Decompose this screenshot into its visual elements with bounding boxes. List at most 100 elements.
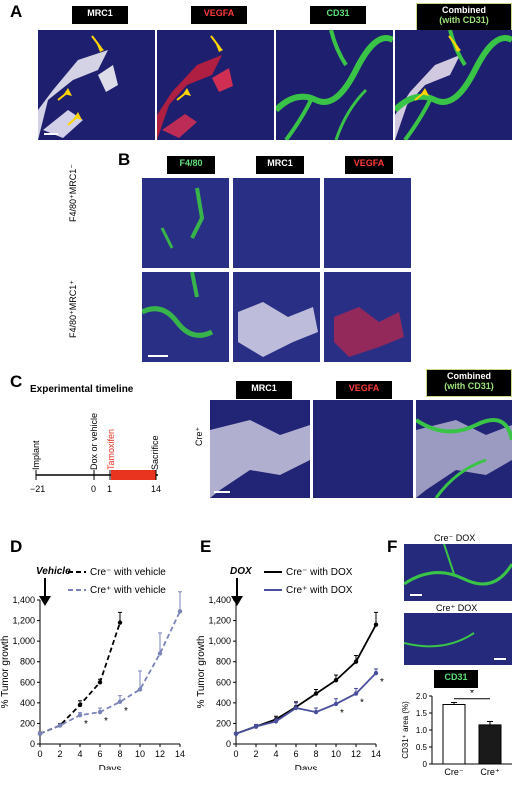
data-point (57, 723, 63, 728)
x-tick-label: 2 (57, 749, 62, 759)
micrograph-c-mrc1 (210, 400, 310, 498)
data-point (97, 709, 103, 715)
y-tick-label: 2.0 (416, 692, 428, 701)
data-point (313, 709, 319, 715)
significance-star: * (104, 716, 108, 727)
x-tick-label: 14 (175, 749, 185, 759)
micrograph-b-vegfa-r2 (324, 272, 411, 362)
label-b-f480: F4/80 (167, 156, 215, 174)
data-point (233, 731, 239, 736)
x-tick-label: 4 (77, 749, 82, 759)
label-f-cre-plus: Cre⁺ DOX (436, 603, 478, 613)
data-point (293, 705, 299, 711)
micrograph-f-cre-minus (404, 544, 512, 601)
micrograph-b-f480-r2 (142, 272, 229, 362)
y-tick-label: 1.5 (416, 709, 428, 718)
panel-letter-b: B (118, 150, 131, 169)
x-tick-label: 12 (351, 749, 361, 759)
tick-label-1: 1 (107, 484, 113, 494)
x-tick-label: 0 (37, 749, 42, 759)
x-tick-label: Cre⁻ (444, 767, 464, 777)
micrograph-f-cre-plus (404, 613, 512, 665)
label-vegfa: VEGFA (191, 6, 247, 24)
label-mrc1: MRC1 (72, 6, 128, 24)
significance-star: * (470, 690, 475, 700)
data-point (333, 678, 339, 683)
micrograph-b-vegfa-r1 (324, 178, 411, 268)
row-label-b1: F4/80⁺MRC1⁻ (68, 163, 78, 222)
label-cd31: CD31 (310, 6, 366, 24)
tick-label-14: 14 (151, 484, 162, 494)
y-axis-label: CD31⁺ area (%) (401, 701, 410, 759)
label-with-cd31: (with CD31) (439, 15, 489, 25)
y-tick-label: 1,400 (12, 595, 35, 605)
panel-letter-c: C (10, 372, 23, 391)
tamoxifen-bar (111, 470, 156, 480)
label-combined: Combined (442, 5, 486, 15)
y-tick-label: 1,000 (12, 636, 35, 646)
y-tick-label: 400 (20, 698, 35, 708)
label-c-mrc1: MRC1 (236, 381, 292, 399)
y-tick-label: 1,200 (208, 616, 231, 626)
x-tick-label: 4 (273, 749, 278, 759)
arrow-icon-d (39, 578, 51, 606)
x-tick-label: 6 (97, 749, 102, 759)
data-point (333, 701, 339, 707)
micrograph-a-combined (395, 30, 512, 140)
tick-label-0: 0 (91, 484, 97, 494)
significance-star: * (84, 719, 88, 730)
y-axis-label: % Tumor growth (196, 636, 207, 709)
label-c-vegfa: VEGFA (336, 381, 392, 399)
arrow-label-e: DOX (230, 566, 252, 577)
y-tick-label: 0 (30, 739, 35, 749)
x-axis-label: Days (295, 764, 318, 770)
micrograph-b-mrc1-r1 (233, 178, 320, 268)
chart-f: 0 0.5 1.0 1.5 2.0 CD31⁺ area (%) Cre⁻ Cre⁺ * (401, 690, 512, 777)
micrograph-b-mrc1-r2 (233, 272, 320, 362)
bar (442, 704, 466, 765)
micrograph-b-f480-r1 (142, 178, 229, 268)
panel-letter-f: F (387, 537, 398, 556)
x-axis-label: Days (99, 764, 122, 770)
micrograph-a-vegfa (157, 30, 274, 140)
data-point (117, 620, 123, 625)
data-point (77, 702, 83, 708)
micrograph-a-cd31 (276, 30, 393, 140)
timeline-title: Experimental timeline (30, 384, 134, 395)
x-tick-label: 0 (233, 749, 238, 759)
row-label-c: Cre⁺ (194, 426, 204, 446)
significance-star: * (360, 698, 364, 709)
significance-star: * (124, 706, 128, 717)
label-b-vegfa: VEGFA (345, 156, 393, 174)
bar (478, 724, 502, 765)
label-c-with-cd31: (with CD31) (444, 381, 494, 391)
x-tick-label: 6 (293, 749, 298, 759)
data-point (273, 719, 279, 724)
data-point (373, 622, 379, 627)
legend-label: Cre⁺ with DOX (286, 585, 353, 596)
y-tick-label: 400 (216, 698, 231, 708)
legend-label: Cre⁻ with DOX (286, 567, 353, 578)
data-point (157, 651, 163, 656)
y-tick-label: 600 (20, 677, 35, 687)
chart-d: 0 200 400 600 800 1,000 1,200 1,400 0 2 4 6 8 10 12 14 D… (0, 567, 185, 770)
label-b-mrc1: MRC1 (256, 156, 304, 174)
y-tick-label: 1,000 (208, 636, 231, 646)
chart-e: 0 200 400 600 800 1,000 1,200 1,400 0 2 4 6 8 10 12 14 D… (196, 567, 384, 770)
event-implant: Implant (31, 440, 41, 470)
significance-star: * (380, 677, 384, 688)
data-point (373, 670, 379, 676)
arrow-icon-e (231, 578, 243, 606)
data-point (253, 724, 259, 729)
x-tick-label: 14 (371, 749, 381, 759)
label-f-cd31: CD31 (434, 670, 478, 688)
y-tick-label: 800 (216, 657, 231, 667)
micrograph-a-mrc1 (38, 30, 155, 140)
label-f-cre-minus: Cre⁻ DOX (434, 533, 476, 543)
data-point (353, 659, 359, 664)
label-c-combined-box: Combined (with CD31) (426, 369, 512, 397)
event-dox: Dox or vehicle (89, 412, 99, 470)
tick-label-m21: −21 (30, 484, 46, 494)
y-tick-label: 0 (423, 760, 428, 769)
data-point (77, 713, 83, 718)
